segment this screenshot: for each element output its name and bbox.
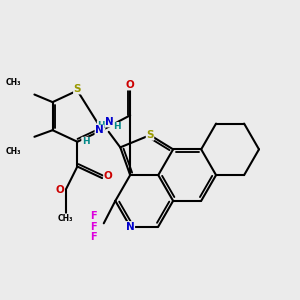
Text: S: S — [146, 130, 154, 140]
Text: H: H — [82, 137, 89, 146]
Text: N: N — [105, 117, 114, 127]
Text: F: F — [91, 232, 97, 242]
Text: CH₃: CH₃ — [5, 78, 21, 87]
Text: H: H — [113, 122, 121, 131]
Text: N: N — [95, 125, 104, 135]
Text: CH₃: CH₃ — [5, 147, 21, 156]
Text: O: O — [126, 80, 135, 90]
Text: O: O — [104, 171, 112, 182]
Text: S: S — [74, 84, 81, 94]
Text: F: F — [91, 222, 97, 232]
Text: CH₃: CH₃ — [58, 214, 74, 223]
Text: O: O — [56, 184, 64, 195]
Text: F: F — [91, 211, 97, 221]
Text: N: N — [126, 222, 135, 232]
Text: H: H — [97, 121, 105, 130]
